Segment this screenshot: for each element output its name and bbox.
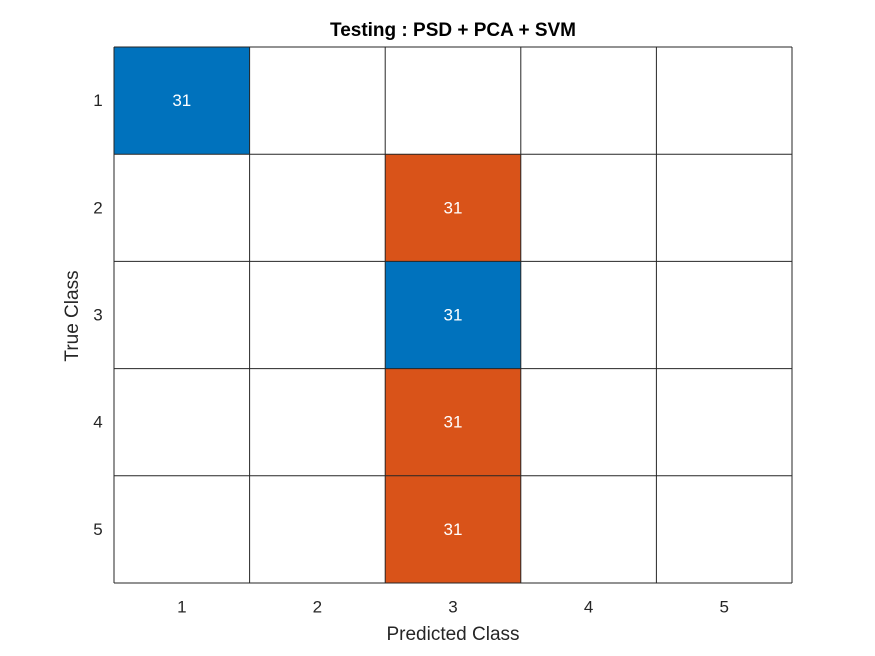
matrix-cell bbox=[520, 261, 657, 369]
y-tick-label: 5 bbox=[93, 520, 102, 539]
matrix-cell bbox=[520, 368, 657, 476]
x-tick-label: 5 bbox=[719, 598, 728, 617]
matrix-cell bbox=[114, 368, 250, 476]
matrix-cell bbox=[114, 261, 250, 369]
matrix-cell bbox=[114, 154, 250, 262]
matrix-cell bbox=[385, 154, 521, 262]
chart-title: Testing : PSD + PCA + SVM bbox=[330, 20, 576, 41]
x-tick-label: 4 bbox=[584, 598, 593, 617]
matrix-cell bbox=[656, 475, 792, 583]
x-tick-label: 1 bbox=[177, 598, 186, 617]
x-tick-label: 3 bbox=[448, 598, 457, 617]
matrix-cell bbox=[656, 261, 792, 369]
matrix-cell bbox=[520, 47, 657, 155]
cell-value-label: 31 bbox=[444, 520, 463, 539]
y-axis-label: True Class bbox=[62, 270, 83, 362]
matrix-cell bbox=[385, 47, 521, 155]
cell-value-label: 31 bbox=[444, 198, 463, 217]
matrix-cell bbox=[520, 154, 657, 262]
matrix-cell bbox=[114, 475, 250, 583]
matrix-cell bbox=[385, 475, 521, 583]
matrix-cell bbox=[520, 475, 657, 583]
y-tick-label: 1 bbox=[93, 91, 102, 110]
matrix-cell bbox=[249, 475, 386, 583]
y-tick-label: 2 bbox=[93, 198, 102, 217]
matrix-cell bbox=[656, 47, 792, 155]
matrix-cell bbox=[249, 368, 386, 476]
matrix-cell bbox=[656, 368, 792, 476]
cell-value-label: 31 bbox=[444, 413, 463, 432]
matrix-cell bbox=[385, 368, 521, 476]
matrix-cell bbox=[249, 261, 386, 369]
matrix-cell bbox=[249, 47, 386, 155]
matrix-cell bbox=[656, 154, 792, 262]
cell-value-label: 31 bbox=[444, 306, 463, 325]
x-axis-label: Predicted Class bbox=[386, 624, 520, 645]
cell-value-label: 31 bbox=[172, 91, 191, 110]
y-tick-label: 4 bbox=[93, 413, 102, 432]
y-tick-label: 3 bbox=[93, 306, 102, 325]
x-tick-label: 2 bbox=[313, 598, 322, 617]
matrix-cell bbox=[385, 261, 521, 369]
matrix-cell bbox=[114, 47, 250, 155]
matrix-cell bbox=[249, 154, 386, 262]
